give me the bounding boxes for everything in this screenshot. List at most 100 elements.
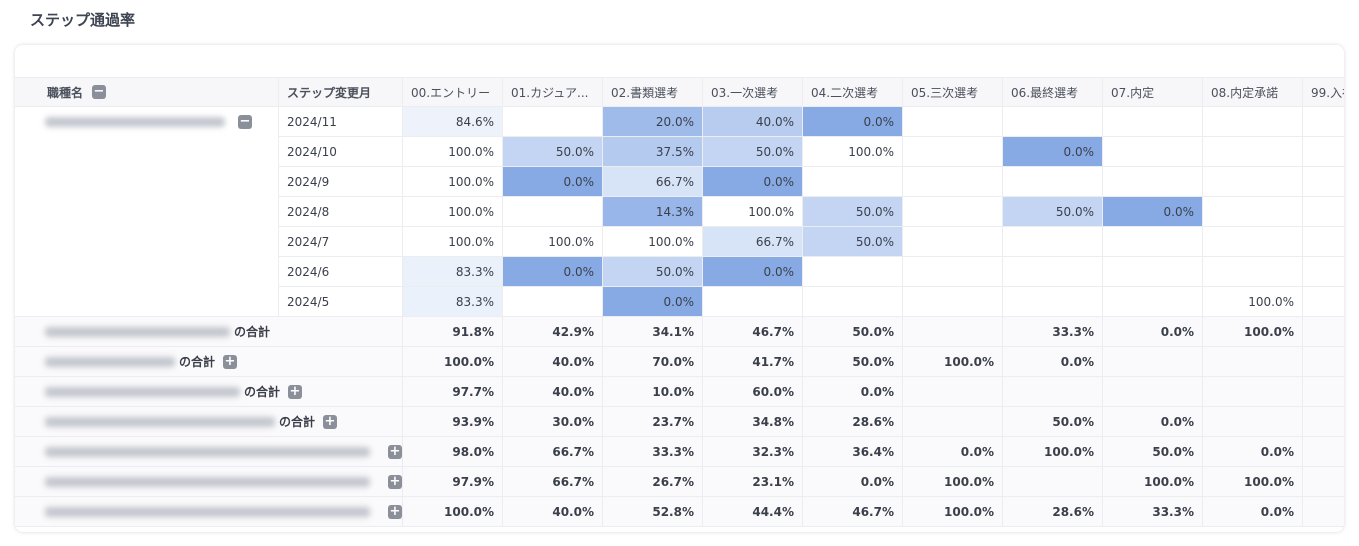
expand-button[interactable]: +	[323, 414, 337, 429]
collapse-all-button[interactable]: −	[92, 84, 106, 99]
column-header: 05.三次選考	[903, 77, 1003, 107]
rate-cell: 100.0%	[403, 227, 503, 257]
rate-cell: 100.0%	[503, 227, 603, 257]
expand-button[interactable]: +	[388, 504, 402, 519]
rate-cell: 50.0%	[803, 227, 903, 257]
total-rate-cell: 33.3%	[1003, 317, 1103, 347]
rate-cell: 66.7%	[703, 227, 803, 257]
rate-cell: 100.0%	[703, 197, 803, 227]
total-rate-cell: 40.0%	[503, 497, 603, 527]
rate-cell	[1203, 107, 1303, 137]
total-rate-cell: 0.0%	[1103, 317, 1203, 347]
total-rate-cell: 34.8%	[703, 407, 803, 437]
total-rate-cell: 97.9%	[403, 467, 503, 497]
total-rate-cell: 36.4%	[803, 437, 903, 467]
total-rate-cell	[1103, 347, 1203, 377]
total-rate-cell	[1103, 377, 1203, 407]
rate-cell	[903, 137, 1003, 167]
total-rate-cell	[1303, 377, 1344, 407]
rate-cell: 40.0%	[703, 107, 803, 137]
column-header: 07.内定	[1103, 77, 1203, 107]
rate-cell	[503, 107, 603, 137]
total-rate-cell: 100.0%	[1003, 437, 1103, 467]
month-cell: 2024/6	[279, 257, 403, 287]
total-rate-cell: 46.7%	[803, 497, 903, 527]
total-rate-cell	[1003, 467, 1103, 497]
rate-cell: 100.0%	[603, 227, 703, 257]
total-suffix: の合計	[244, 385, 281, 399]
total-rate-cell: 44.4%	[703, 497, 803, 527]
rate-cell	[1203, 137, 1303, 167]
rate-cell: 100.0%	[403, 137, 503, 167]
total-rate-cell: 100.0%	[903, 467, 1003, 497]
rate-cell: 0.0%	[1103, 197, 1203, 227]
total-rate-cell	[1303, 467, 1344, 497]
total-rate-cell	[1303, 497, 1344, 527]
total-rate-cell: 66.7%	[503, 467, 603, 497]
total-rate-cell: 50.0%	[803, 347, 903, 377]
rate-cell	[903, 257, 1003, 287]
total-rate-cell	[1303, 347, 1344, 377]
blurred-job-name	[45, 447, 370, 457]
month-cell: 2024/10	[279, 137, 403, 167]
blurred-job-name	[45, 387, 240, 397]
rate-cell	[903, 197, 1003, 227]
total-rate-cell: 52.8%	[603, 497, 703, 527]
rate-cell: 20.0%	[603, 107, 703, 137]
rate-cell	[1003, 287, 1103, 317]
total-rate-cell: 46.7%	[703, 317, 803, 347]
total-rate-cell: 23.7%	[603, 407, 703, 437]
rate-cell: 83.3%	[403, 257, 503, 287]
total-rate-cell: 100.0%	[1103, 467, 1203, 497]
rate-cell: 14.3%	[603, 197, 703, 227]
rate-cell	[903, 227, 1003, 257]
column-header: 03.一次選考	[703, 77, 803, 107]
column-header: 04.二次選考	[803, 77, 903, 107]
total-rate-cell: 0.0%	[1203, 437, 1303, 467]
rate-cell: 100.0%	[403, 167, 503, 197]
rate-cell	[1203, 257, 1303, 287]
rate-cell: 0.0%	[703, 167, 803, 197]
expand-button[interactable]: +	[388, 444, 402, 459]
column-header: ステップ変更月	[279, 77, 403, 107]
rate-cell	[1003, 107, 1103, 137]
rate-cell: 100.0%	[803, 137, 903, 167]
rate-cell	[1003, 257, 1103, 287]
total-rate-cell: 41.7%	[703, 347, 803, 377]
total-rate-cell	[1003, 377, 1103, 407]
collapse-button[interactable]: −	[238, 114, 252, 129]
total-rate-cell: 28.6%	[803, 407, 903, 437]
total-rate-cell: 91.8%	[403, 317, 503, 347]
total-rate-cell: 100.0%	[1203, 467, 1303, 497]
rate-cell	[1303, 197, 1344, 227]
total-rate-cell: 33.3%	[1103, 497, 1203, 527]
total-rate-cell	[1303, 317, 1344, 347]
rate-cell: 100.0%	[1203, 287, 1303, 317]
column-header: 99.入社	[1303, 77, 1344, 107]
rate-cell	[1103, 167, 1203, 197]
month-cell: 2024/11	[279, 107, 403, 137]
blurred-job-name	[45, 327, 230, 337]
rate-cell	[1103, 107, 1203, 137]
expand-button[interactable]: +	[223, 354, 237, 369]
rate-cell: 0.0%	[1003, 137, 1103, 167]
total-rate-cell: 26.7%	[603, 467, 703, 497]
total-rate-cell: 66.7%	[503, 437, 603, 467]
rate-cell: 83.3%	[403, 287, 503, 317]
blurred-job-name	[45, 357, 175, 367]
total-rate-cell: 0.0%	[803, 467, 903, 497]
expand-button[interactable]: +	[388, 474, 402, 489]
total-rate-cell: 42.9%	[503, 317, 603, 347]
total-rate-cell	[1303, 407, 1344, 437]
rate-cell: 50.0%	[603, 257, 703, 287]
month-cell: 2024/7	[279, 227, 403, 257]
group-cell	[15, 107, 279, 317]
total-rate-cell: 34.1%	[603, 317, 703, 347]
column-header: 06.最終選考	[1003, 77, 1103, 107]
expand-button[interactable]: +	[288, 384, 302, 399]
total-rate-cell	[903, 377, 1003, 407]
rate-cell	[1203, 167, 1303, 197]
rate-cell: 50.0%	[503, 137, 603, 167]
total-rate-cell: 100.0%	[1203, 317, 1303, 347]
